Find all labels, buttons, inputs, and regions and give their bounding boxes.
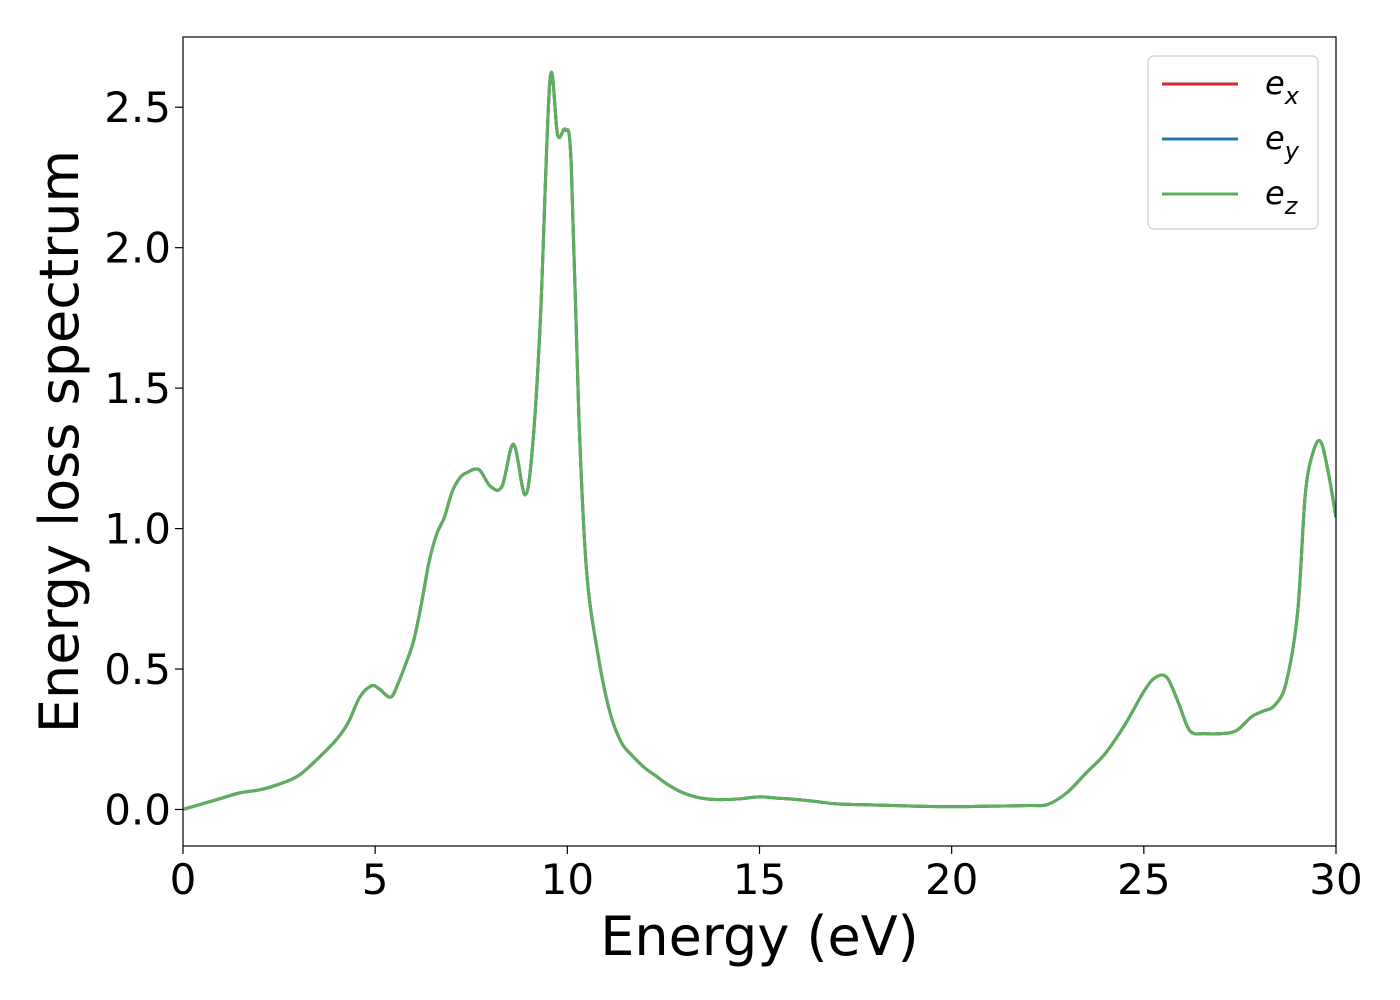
x-tick-label: 25 bbox=[1117, 855, 1170, 904]
x-axis-ticks: 0 5 10 15 20 25 30 bbox=[170, 846, 1363, 904]
x-axis-label: Energy (eV) bbox=[600, 905, 919, 968]
x-tick-label: 20 bbox=[925, 855, 978, 904]
y-tick-label: 1.5 bbox=[104, 364, 171, 413]
legend-label-z: ez bbox=[1265, 174, 1299, 220]
y-tick-label: 1.0 bbox=[104, 505, 171, 554]
y-tick-label: 0.0 bbox=[104, 785, 171, 834]
legend: ex ey ez bbox=[1147, 55, 1319, 230]
y-axis-ticks: 0.0 0.5 1.0 1.5 2.0 2.5 bbox=[104, 83, 183, 834]
y-tick-label: 2.0 bbox=[104, 224, 171, 273]
x-tick-label: 15 bbox=[733, 855, 786, 904]
plot-area bbox=[183, 37, 1336, 846]
x-tick-label: 0 bbox=[170, 855, 197, 904]
x-tick-label: 30 bbox=[1309, 855, 1362, 904]
y-axis-label: Energy loss spectrum bbox=[28, 150, 91, 733]
legend-label-x: ex bbox=[1265, 64, 1300, 110]
series-lines bbox=[183, 70, 1336, 811]
series-line-z bbox=[183, 70, 1336, 811]
legend-label-y: ey bbox=[1265, 119, 1300, 165]
legend-box bbox=[1147, 55, 1319, 230]
y-tick-label: 0.5 bbox=[104, 645, 171, 694]
y-tick-label: 2.5 bbox=[104, 83, 171, 132]
x-tick-label: 10 bbox=[541, 855, 594, 904]
x-tick-label: 5 bbox=[362, 855, 389, 904]
